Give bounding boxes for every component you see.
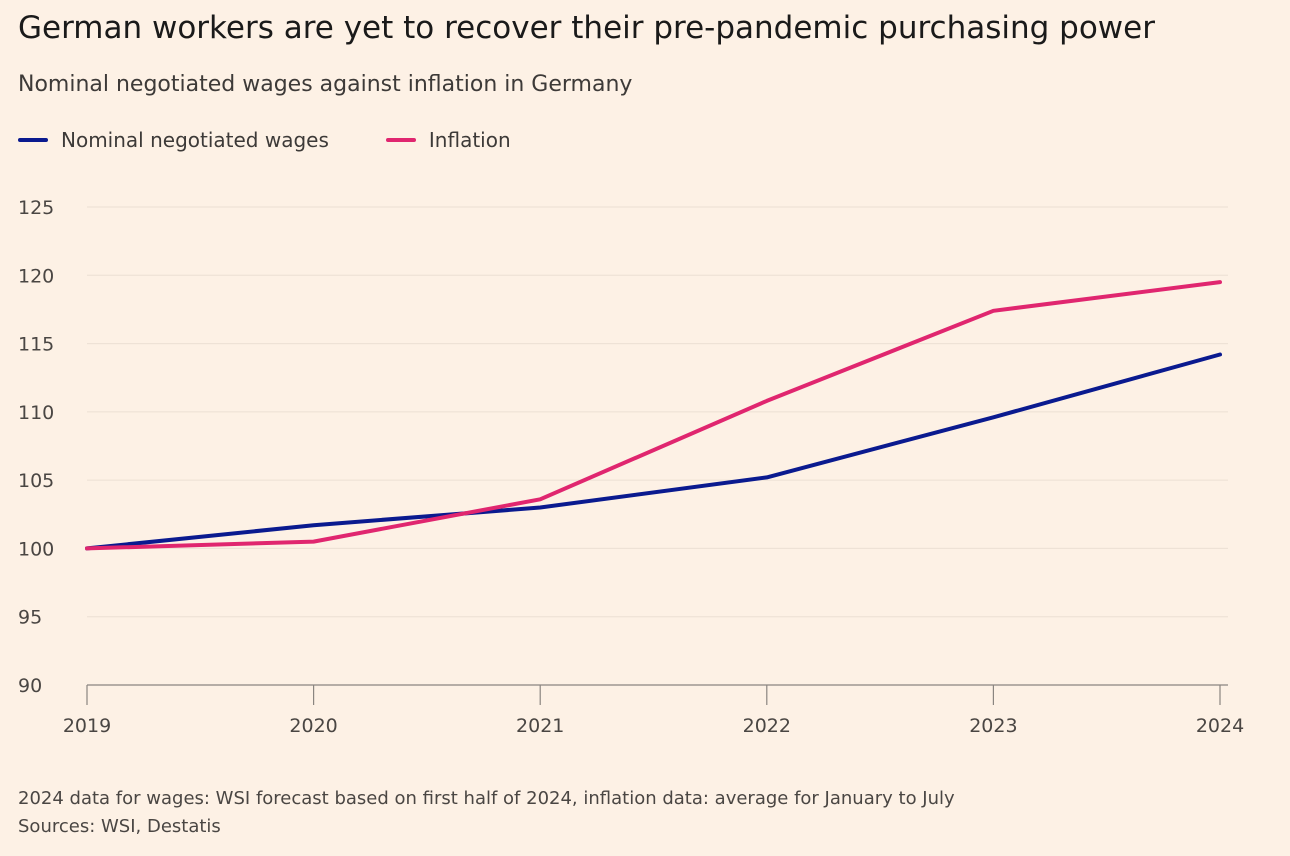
chart-title: German workers are yet to recover their … <box>18 10 1155 46</box>
footnote-note: 2024 data for wages: WSI forecast based … <box>18 788 955 809</box>
legend-item-wages: Nominal negotiated wages <box>18 128 329 152</box>
legend-label-inflation: Inflation <box>428 128 511 152</box>
gridlines <box>87 206 1228 618</box>
y-tick-label-120: 120 <box>18 265 54 287</box>
x-tick-label-2023: 2023 <box>969 715 1017 737</box>
y-tick-label-90: 90 <box>18 675 42 697</box>
y-tick-label-115: 115 <box>18 334 54 356</box>
y-tick-label-125: 125 <box>18 197 54 219</box>
y-tick-label-105: 105 <box>18 470 54 492</box>
footnote: 2024 data for wages: WSI forecast based … <box>18 785 955 841</box>
legend-item-inflation: Inflation <box>385 128 511 152</box>
x-axis-tick-labels: 2019 2020 2021 2022 2023 2024 <box>63 715 1244 737</box>
y-tick-label-95: 95 <box>18 607 42 629</box>
y-tick-label-110: 110 <box>18 402 54 424</box>
x-axis <box>86 684 1228 705</box>
legend-swatch-wages <box>18 138 48 142</box>
series-lines <box>85 280 1222 551</box>
y-axis-tick-labels: 90 95 100 105 110 115 120 125 <box>18 197 54 697</box>
series-line-wages <box>85 352 1222 551</box>
chart-subtitle: Nominal negotiated wages against inflati… <box>18 72 633 97</box>
x-tick-label-2021: 2021 <box>516 715 564 737</box>
series-line-inflation <box>85 280 1222 551</box>
legend-label-wages: Nominal negotiated wages <box>61 128 329 152</box>
x-tick-label-2024: 2024 <box>1196 715 1244 737</box>
legend: Nominal negotiated wages Inflation <box>18 128 568 152</box>
y-tick-label-100: 100 <box>18 538 54 560</box>
x-tick-label-2019: 2019 <box>63 715 111 737</box>
x-tick-label-2020: 2020 <box>289 715 337 737</box>
footnote-sources: Sources: WSI, Destatis <box>18 816 221 837</box>
legend-swatch-inflation <box>385 138 416 142</box>
x-tick-label-2022: 2022 <box>743 715 791 737</box>
